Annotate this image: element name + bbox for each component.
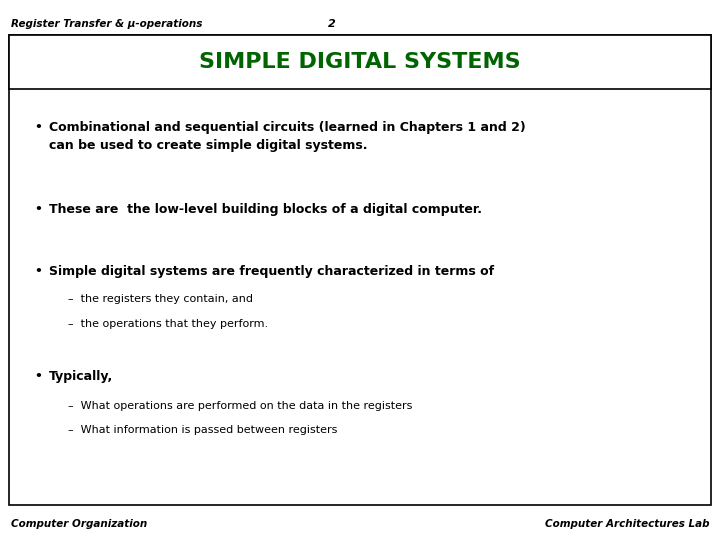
Text: •: • (35, 122, 42, 134)
Text: Typically,: Typically, (49, 370, 113, 383)
Text: •: • (35, 265, 42, 278)
Text: •: • (35, 370, 42, 383)
Text: 2: 2 (328, 19, 336, 29)
Text: Computer Architectures Lab: Computer Architectures Lab (545, 519, 709, 529)
Text: SIMPLE DIGITAL SYSTEMS: SIMPLE DIGITAL SYSTEMS (199, 52, 521, 72)
Text: •: • (35, 202, 42, 215)
Text: Combinational and sequential circuits (learned in Chapters 1 and 2)
can be used : Combinational and sequential circuits (l… (49, 122, 526, 152)
FancyBboxPatch shape (9, 35, 711, 505)
Text: Computer Organization: Computer Organization (11, 519, 147, 529)
Text: Simple digital systems are frequently characterized in terms of: Simple digital systems are frequently ch… (49, 265, 494, 278)
Text: –  the operations that they perform.: – the operations that they perform. (68, 319, 269, 329)
Text: Register Transfer & μ-operations: Register Transfer & μ-operations (11, 19, 202, 29)
FancyBboxPatch shape (9, 35, 711, 89)
Text: These are  the low-level building blocks of a digital computer.: These are the low-level building blocks … (49, 202, 482, 215)
Text: –  What operations are performed on the data in the registers: – What operations are performed on the d… (68, 401, 413, 411)
Text: –  the registers they contain, and: – the registers they contain, and (68, 294, 253, 305)
Text: –  What information is passed between registers: – What information is passed between reg… (68, 425, 338, 435)
